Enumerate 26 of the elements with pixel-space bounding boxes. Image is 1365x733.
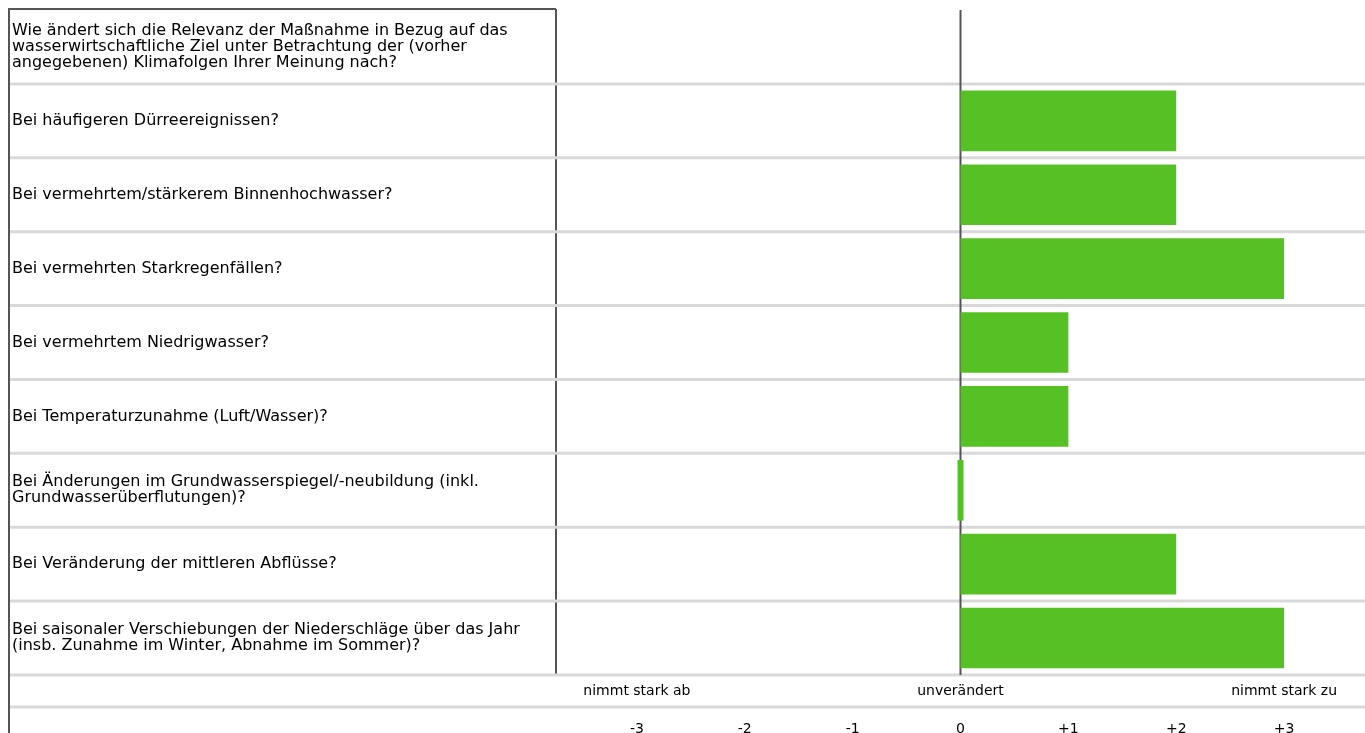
bar [960,533,1177,595]
y-tick-label: Bei vermehrtem/stärkerem Binnenhochwasser? [12,183,393,203]
y-tick-label: Bei häufigeren Dürreereignissen? [12,109,279,129]
x-tick-label: 0 [956,720,965,733]
x-tick-label: -2 [737,720,752,733]
y-tick-label: Bei Änderungen im Grundwasserspiegel/-neubildung (inkl. Grundwasserüberflutungen)? [12,471,479,507]
bar [960,238,1285,299]
bar [960,607,1285,669]
y-tick-label: Wie ändert sich die Relevanz der Maßnahme in Bezug auf das wasserwirtschaftliche Ziel unter Betrachtung der (vorher angegebenen) Klimafolgen Ihrer Meinung nach? [12,20,508,72]
x-tick-label: +1 [1058,720,1079,733]
x-tick-label: +3 [1273,720,1295,733]
y-tick-label: Bei vermehrten Starkregenfällen? [12,257,283,277]
bar [960,386,1069,447]
x-tick-label: +2 [1165,720,1187,733]
text: unverändert [917,681,1005,698]
text: nimmt stark zu [1231,681,1338,698]
x-tick-label: -1 [845,720,860,733]
y-tick-label: Bei saisonaler Verschiebungen der Niederschläge über das Jahr (insb. Zunahme im Winter, Abnahme im Sommer)? [12,619,521,655]
x-tick-label: -3 [629,720,644,733]
bar [960,164,1177,226]
y-tick-label: Bei Temperaturzunahme (Luft/Wasser)? [12,405,328,425]
y-tick-label: Bei Veränderung der mittleren Abflüsse? [12,553,337,573]
y-tick-label: Bei vermehrtem Niedrigwasser? [12,331,269,351]
text: nimmt stark ab [583,681,691,698]
bar [960,90,1177,152]
bar [960,312,1069,373]
